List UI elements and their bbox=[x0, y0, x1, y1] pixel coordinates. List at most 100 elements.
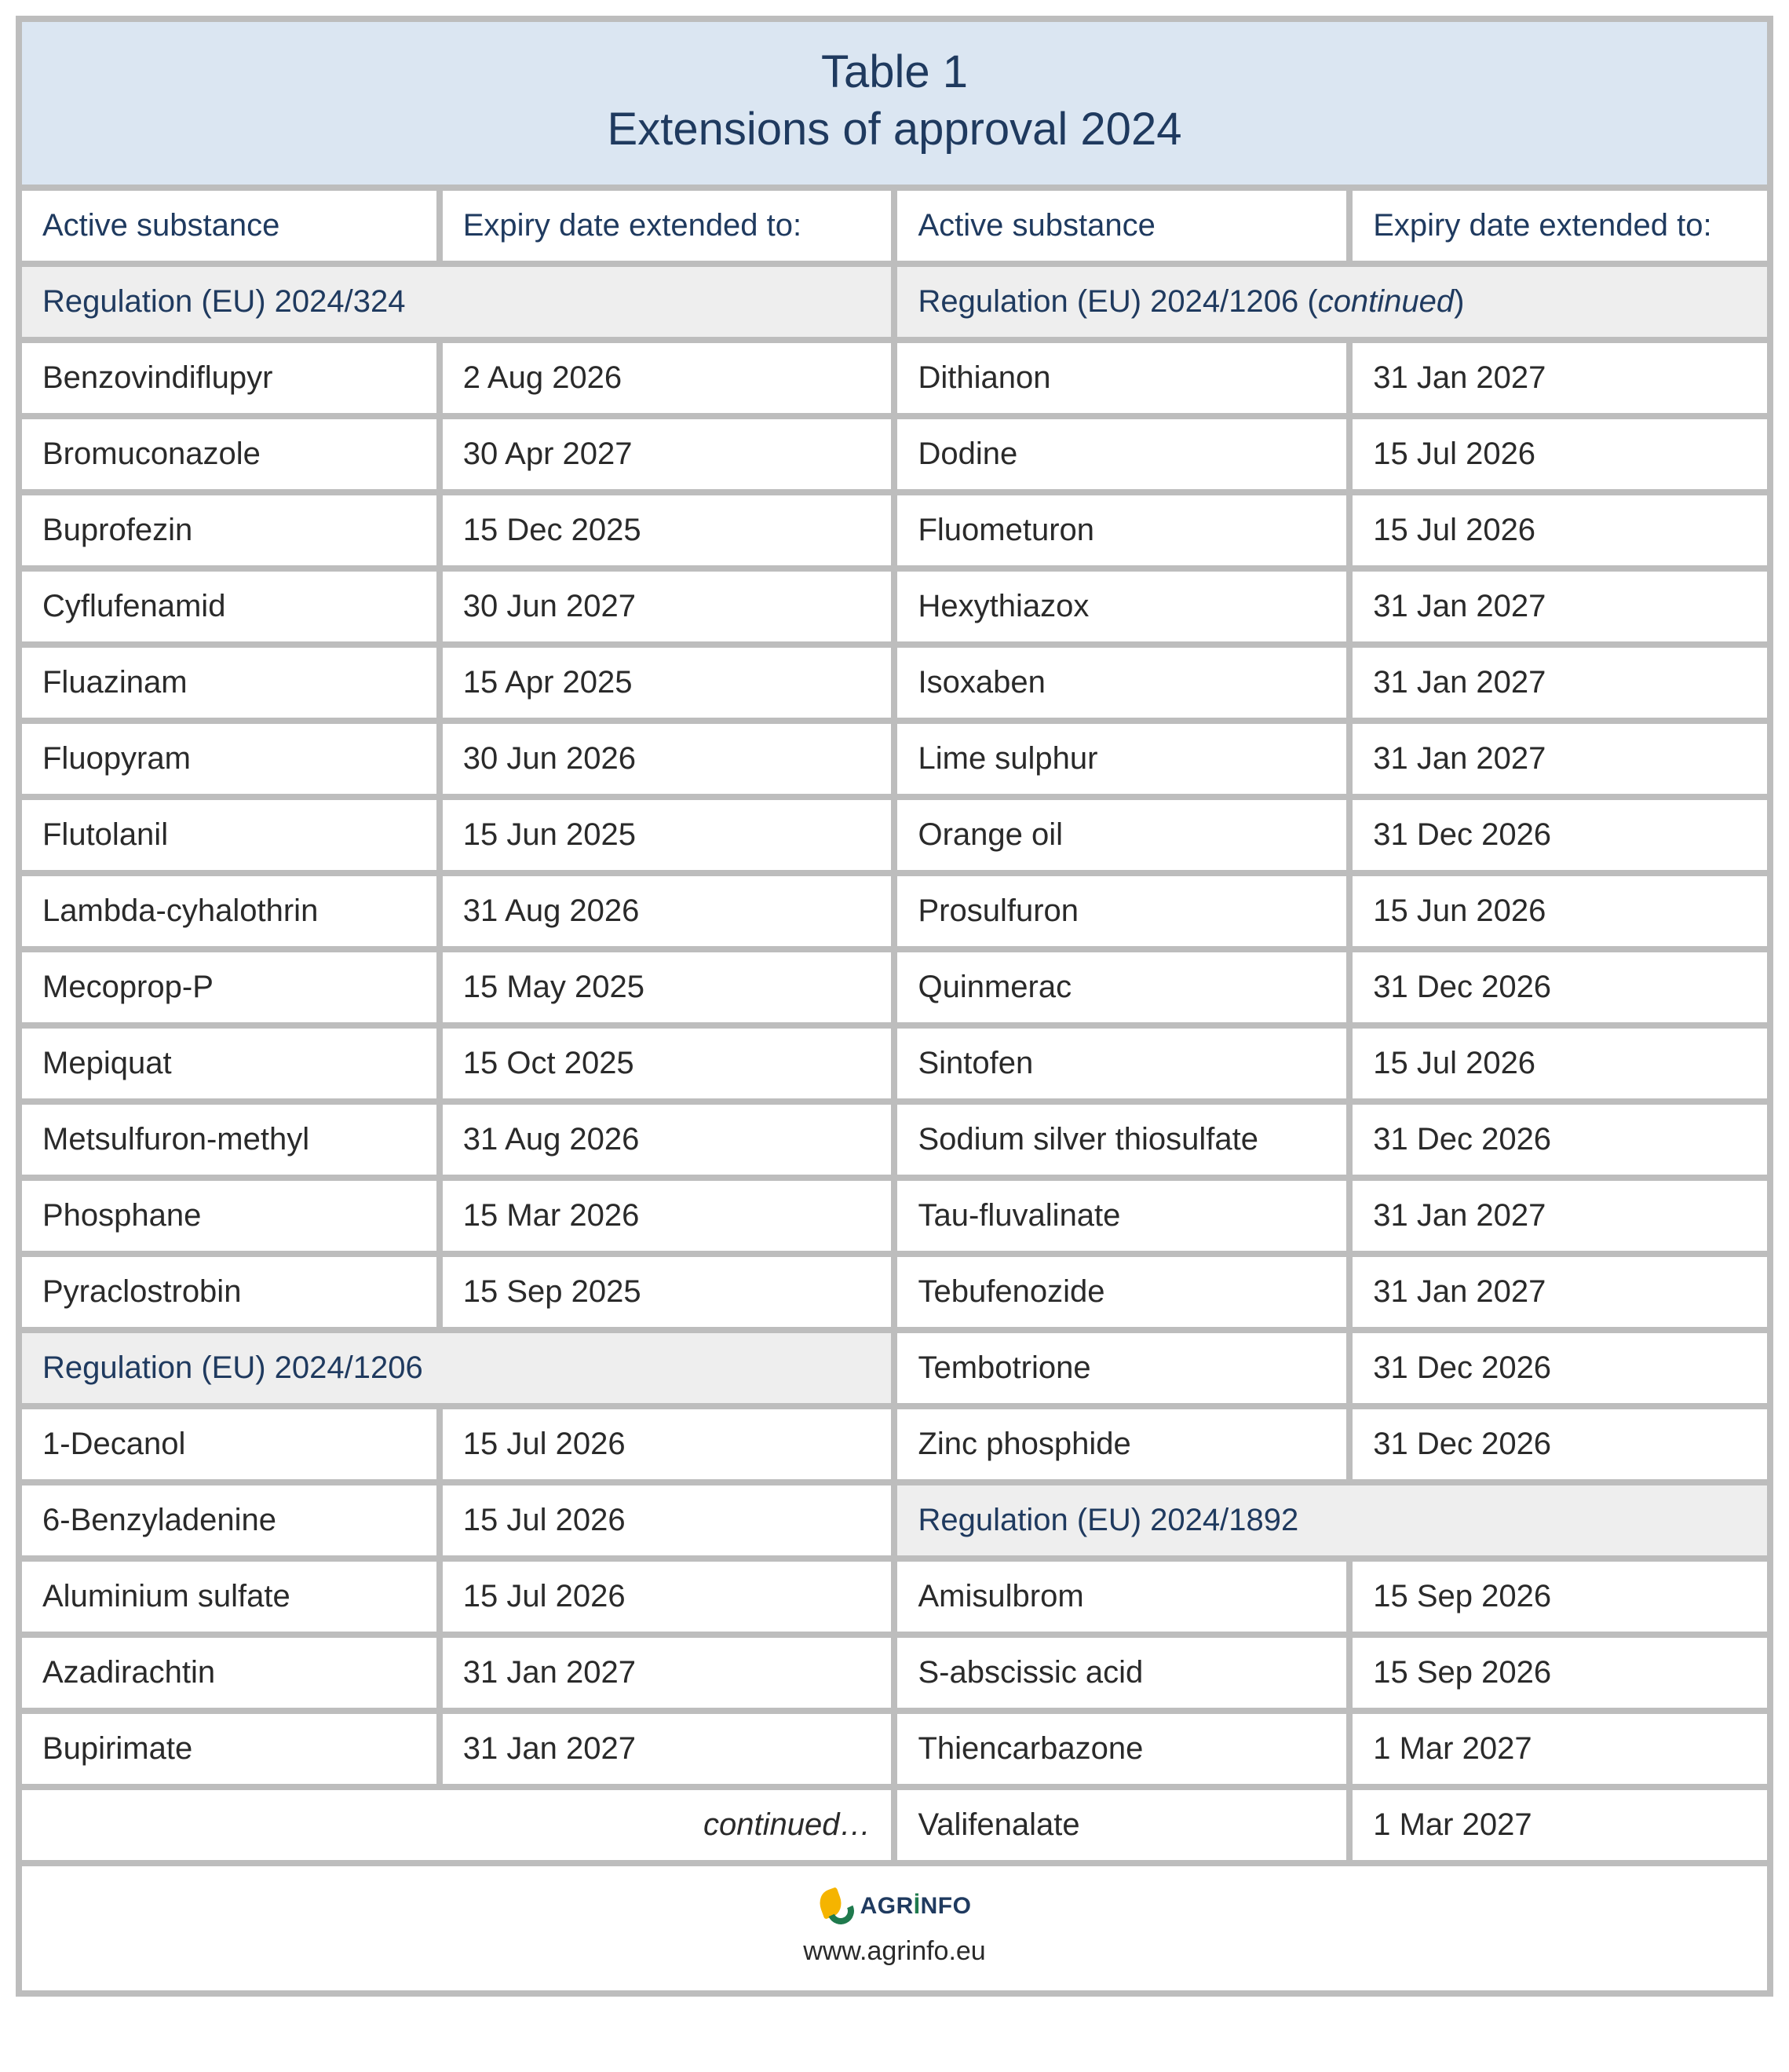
expiry-date: 31 Jan 2027 bbox=[1353, 648, 1767, 718]
expiry-date: 31 Jan 2027 bbox=[1353, 1181, 1767, 1251]
expiry-date: 15 Oct 2025 bbox=[443, 1029, 892, 1098]
substance: Dodine bbox=[897, 419, 1346, 489]
table-row: Benzovindiflupyr 2 Aug 2026 Dithianon 31… bbox=[22, 343, 1767, 413]
expiry-date: 31 Jan 2027 bbox=[1353, 1257, 1767, 1327]
continued-marker: continued… bbox=[22, 1790, 891, 1860]
table-row: Cyflufenamid 30 Jun 2027 Hexythiazox 31 … bbox=[22, 572, 1767, 641]
expiry-date: 30 Apr 2027 bbox=[443, 419, 892, 489]
expiry-date: 2 Aug 2026 bbox=[443, 343, 892, 413]
expiry-date: 15 Jul 2026 bbox=[443, 1562, 892, 1632]
substance: Hexythiazox bbox=[897, 572, 1346, 641]
substance: Bromuconazole bbox=[22, 419, 436, 489]
table-row: 6-Benzyladenine 15 Jul 2026 Regulation (… bbox=[22, 1485, 1767, 1555]
substance: Orange oil bbox=[897, 800, 1346, 870]
expiry-date: 31 Jan 2027 bbox=[443, 1714, 892, 1784]
table-row: Azadirachtin 31 Jan 2027 S-abscissic aci… bbox=[22, 1638, 1767, 1708]
substance: Bupirimate bbox=[22, 1714, 436, 1784]
table-footer: AGRİNFO www.agrinfo.eu bbox=[22, 1866, 1767, 1990]
reg-2024-1206-continued: Regulation (EU) 2024/1206 (continued) bbox=[897, 267, 1767, 337]
substance: Phosphane bbox=[22, 1181, 436, 1251]
expiry-date: 31 Dec 2026 bbox=[1353, 952, 1767, 1022]
agrinfo-icon bbox=[818, 1888, 854, 1924]
expiry-date: 31 Aug 2026 bbox=[443, 876, 892, 946]
col-active-right: Active substance bbox=[897, 191, 1346, 261]
expiry-date: 15 Sep 2026 bbox=[1353, 1562, 1767, 1632]
expiry-date: 31 Dec 2026 bbox=[1353, 1409, 1767, 1479]
table-row: Bupirimate 31 Jan 2027 Thiencarbazone 1 … bbox=[22, 1714, 1767, 1784]
substance: Isoxaben bbox=[897, 648, 1346, 718]
substance: Flutolanil bbox=[22, 800, 436, 870]
expiry-date: 15 Sep 2025 bbox=[443, 1257, 892, 1327]
table-row: Bromuconazole 30 Apr 2027 Dodine 15 Jul … bbox=[22, 419, 1767, 489]
substance: Valifenalate bbox=[897, 1790, 1346, 1860]
table-row: Fluazinam 15 Apr 2025 Isoxaben 31 Jan 20… bbox=[22, 648, 1767, 718]
substance: Cyflufenamid bbox=[22, 572, 436, 641]
table-row: Flutolanil 15 Jun 2025 Orange oil 31 Dec… bbox=[22, 800, 1767, 870]
expiry-date: 31 Dec 2026 bbox=[1353, 1105, 1767, 1175]
substance: Quinmerac bbox=[897, 952, 1346, 1022]
table-row: continued… Valifenalate 1 Mar 2027 bbox=[22, 1790, 1767, 1860]
expiry-date: 15 Sep 2026 bbox=[1353, 1638, 1767, 1708]
expiry-date: 1 Mar 2027 bbox=[1353, 1790, 1767, 1860]
substance: Mecoprop-P bbox=[22, 952, 436, 1022]
substance: Sintofen bbox=[897, 1029, 1346, 1098]
substance: Fluometuron bbox=[897, 495, 1346, 565]
table-row: 1-Decanol 15 Jul 2026 Zinc phosphide 31 … bbox=[22, 1409, 1767, 1479]
extensions-table: Table 1 Extensions of approval 2024 Acti… bbox=[16, 16, 1773, 1997]
substance: 6-Benzyladenine bbox=[22, 1485, 436, 1555]
column-headers-row: Active substance Expiry date extended to… bbox=[22, 191, 1767, 261]
substance: Tebufenozide bbox=[897, 1257, 1346, 1327]
substance: Zinc phosphide bbox=[897, 1409, 1346, 1479]
expiry-date: 15 Jun 2025 bbox=[443, 800, 892, 870]
substance: Metsulfuron-methyl bbox=[22, 1105, 436, 1175]
expiry-date: 31 Dec 2026 bbox=[1353, 1333, 1767, 1403]
expiry-date: 31 Dec 2026 bbox=[1353, 800, 1767, 870]
substance: Lime sulphur bbox=[897, 724, 1346, 794]
substance: Tau-fluvalinate bbox=[897, 1181, 1346, 1251]
col-expiry-right: Expiry date extended to: bbox=[1353, 191, 1767, 261]
expiry-date: 15 Jul 2026 bbox=[1353, 1029, 1767, 1098]
reg-2024-1206: Regulation (EU) 2024/1206 bbox=[22, 1333, 891, 1403]
substance: Aluminium sulfate bbox=[22, 1562, 436, 1632]
table-row: Regulation (EU) 2024/324 Regulation (EU)… bbox=[22, 267, 1767, 337]
table-row: Phosphane 15 Mar 2026 Tau-fluvalinate 31… bbox=[22, 1181, 1767, 1251]
expiry-date: 15 Dec 2025 bbox=[443, 495, 892, 565]
expiry-date: 15 Jul 2026 bbox=[1353, 419, 1767, 489]
expiry-date: 31 Jan 2027 bbox=[1353, 343, 1767, 413]
substance: Lambda-cyhalothrin bbox=[22, 876, 436, 946]
expiry-date: 15 Jun 2026 bbox=[1353, 876, 1767, 946]
expiry-date: 30 Jun 2027 bbox=[443, 572, 892, 641]
brand-text: AGRİNFO bbox=[860, 1893, 972, 1920]
table-title: Table 1 Extensions of approval 2024 bbox=[22, 22, 1767, 185]
table-row: Mepiquat 15 Oct 2025 Sintofen 15 Jul 202… bbox=[22, 1029, 1767, 1098]
expiry-date: 31 Aug 2026 bbox=[443, 1105, 892, 1175]
expiry-date: 31 Jan 2027 bbox=[443, 1638, 892, 1708]
footer-url: www.agrinfo.eu bbox=[38, 1936, 1751, 1967]
expiry-date: 15 Jul 2026 bbox=[443, 1409, 892, 1479]
table-title-row: Table 1 Extensions of approval 2024 bbox=[22, 22, 1767, 185]
expiry-date: 15 Jul 2026 bbox=[443, 1485, 892, 1555]
table-row: Lambda-cyhalothrin 31 Aug 2026 Prosulfur… bbox=[22, 876, 1767, 946]
expiry-date: 31 Jan 2027 bbox=[1353, 572, 1767, 641]
substance: Dithianon bbox=[897, 343, 1346, 413]
substance: Amisulbrom bbox=[897, 1562, 1346, 1632]
table-row: Pyraclostrobin 15 Sep 2025 Tebufenozide … bbox=[22, 1257, 1767, 1327]
table-row: Metsulfuron-methyl 31 Aug 2026 Sodium si… bbox=[22, 1105, 1767, 1175]
expiry-date: 15 Jul 2026 bbox=[1353, 495, 1767, 565]
substance: Prosulfuron bbox=[897, 876, 1346, 946]
substance: Benzovindiflupyr bbox=[22, 343, 436, 413]
substance: S-abscissic acid bbox=[897, 1638, 1346, 1708]
substance: Fluazinam bbox=[22, 648, 436, 718]
substance: Fluopyram bbox=[22, 724, 436, 794]
title-line1: Table 1 bbox=[821, 46, 968, 97]
agrinfo-logo: AGRİNFO bbox=[818, 1888, 972, 1924]
substance: Buprofezin bbox=[22, 495, 436, 565]
expiry-date: 1 Mar 2027 bbox=[1353, 1714, 1767, 1784]
expiry-date: 15 Apr 2025 bbox=[443, 648, 892, 718]
table-row: Fluopyram 30 Jun 2026 Lime sulphur 31 Ja… bbox=[22, 724, 1767, 794]
table-row: Buprofezin 15 Dec 2025 Fluometuron 15 Ju… bbox=[22, 495, 1767, 565]
table-footer-row: AGRİNFO www.agrinfo.eu bbox=[22, 1866, 1767, 1990]
col-active-left: Active substance bbox=[22, 191, 436, 261]
substance: Thiencarbazone bbox=[897, 1714, 1346, 1784]
expiry-date: 15 May 2025 bbox=[443, 952, 892, 1022]
